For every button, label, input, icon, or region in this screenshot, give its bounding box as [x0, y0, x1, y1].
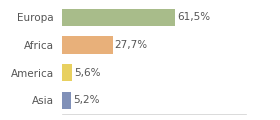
- Text: 5,2%: 5,2%: [73, 95, 100, 105]
- Bar: [62, 64, 72, 81]
- Bar: [62, 9, 175, 26]
- Text: 61,5%: 61,5%: [177, 12, 210, 22]
- Bar: [62, 92, 71, 109]
- Text: 5,6%: 5,6%: [74, 68, 100, 78]
- Text: 27,7%: 27,7%: [115, 40, 148, 50]
- Bar: [62, 36, 113, 54]
